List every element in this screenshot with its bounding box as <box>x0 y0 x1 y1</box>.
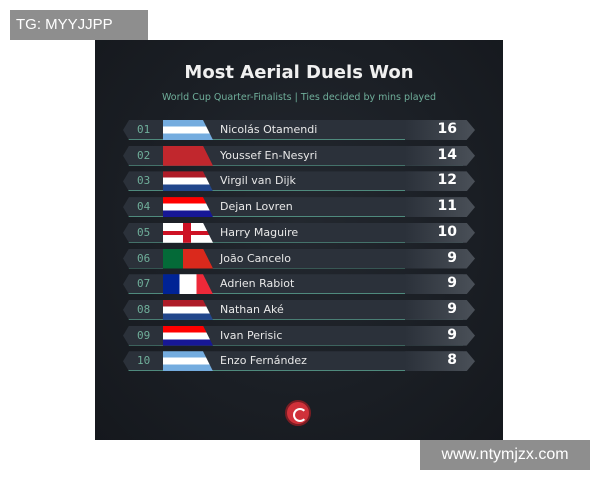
value-box: 8 <box>405 351 475 372</box>
rank: 06 <box>137 251 151 265</box>
rank: 04 <box>137 200 151 214</box>
rank: 03 <box>137 174 151 188</box>
value-box: 9 <box>405 325 475 346</box>
player-name: Adrien Rabiot <box>220 277 295 291</box>
rank: 07 <box>137 277 151 291</box>
flag-morocco-icon <box>163 145 213 166</box>
table-row: 07 Adrien Rabiot 9 <box>123 274 475 295</box>
aerial-duels-value: 9 <box>447 275 457 292</box>
watermark-bottom: www.ntymjzx.com <box>420 440 590 470</box>
aerial-duels-value: 16 <box>437 121 457 137</box>
page-title: Most Aerial Duels Won <box>184 62 414 83</box>
table-row: 02 Youssef En-Nesyri 14 <box>123 145 475 166</box>
aerial-duels-value: 11 <box>437 198 457 215</box>
player-name: João Cancelo <box>220 251 291 265</box>
aerial-duels-value: 8 <box>447 352 457 369</box>
player-name: Ivan Perisic <box>220 328 283 342</box>
value-box: 9 <box>405 248 475 269</box>
flag-croatia-icon <box>163 325 213 346</box>
watermark-top: TG: MYYJJPP <box>10 10 148 40</box>
aerial-duels-value: 9 <box>447 300 457 317</box>
flag-croatia-icon <box>163 197 213 218</box>
table-row: 05 Harry Maguire 10 <box>123 222 475 243</box>
table-row: 10 Enzo Fernández 8 <box>123 351 475 372</box>
aerial-duels-value: 9 <box>447 249 457 266</box>
subtitle: World Cup Quarter-Finalists | Ties decid… <box>161 92 437 103</box>
aerial-duels-value: 14 <box>437 146 457 163</box>
aerial-duels-value: 12 <box>437 172 457 189</box>
flag-england-icon <box>163 222 213 243</box>
value-box: 14 <box>405 145 475 166</box>
aerial-duels-value: 10 <box>437 223 457 240</box>
value-box: 12 <box>405 171 475 192</box>
table-row: 01 Nicolás Otamendi 16 <box>123 120 475 140</box>
player-name: Harry Maguire <box>220 225 299 239</box>
flag-portugal-icon <box>163 248 213 269</box>
player-name: Enzo Fernández <box>220 354 307 368</box>
flag-argentina-icon <box>163 351 213 372</box>
table-row: 04 Dejan Lovren 11 <box>123 197 475 218</box>
flag-argentina-icon <box>163 120 213 140</box>
flag-netherlands-icon <box>163 171 213 192</box>
rank: 10 <box>137 354 151 368</box>
rank: 08 <box>137 302 151 316</box>
rank: 09 <box>137 328 151 342</box>
value-box: 9 <box>405 299 475 320</box>
value-box: 11 <box>405 197 475 218</box>
table-row: 03 Virgil van Dijk 12 <box>123 171 475 192</box>
leaderboard-card: Most Aerial Duels Won World Cup Quarter-… <box>95 40 503 440</box>
table-row: 06 João Cancelo 9 <box>123 248 475 269</box>
value-box: 10 <box>405 222 475 243</box>
flag-france-icon <box>163 274 213 295</box>
rank: 01 <box>137 123 151 136</box>
player-name: Virgil van Dijk <box>220 174 296 188</box>
table-row: 08 Nathan Aké 9 <box>123 299 475 320</box>
table-row: 09 Ivan Perisic 9 <box>123 325 475 346</box>
brand-logo-icon <box>285 400 311 426</box>
player-name: Nathan Aké <box>220 302 284 316</box>
aerial-duels-value: 9 <box>447 326 457 343</box>
player-name: Dejan Lovren <box>220 200 293 214</box>
rank: 02 <box>137 148 151 162</box>
player-name: Youssef En-Nesyri <box>220 148 318 162</box>
rank: 05 <box>137 225 151 239</box>
flag-netherlands-icon <box>163 299 213 320</box>
value-box: 16 <box>405 120 475 140</box>
value-box: 9 <box>405 274 475 295</box>
player-name: Nicolás Otamendi <box>220 123 318 136</box>
